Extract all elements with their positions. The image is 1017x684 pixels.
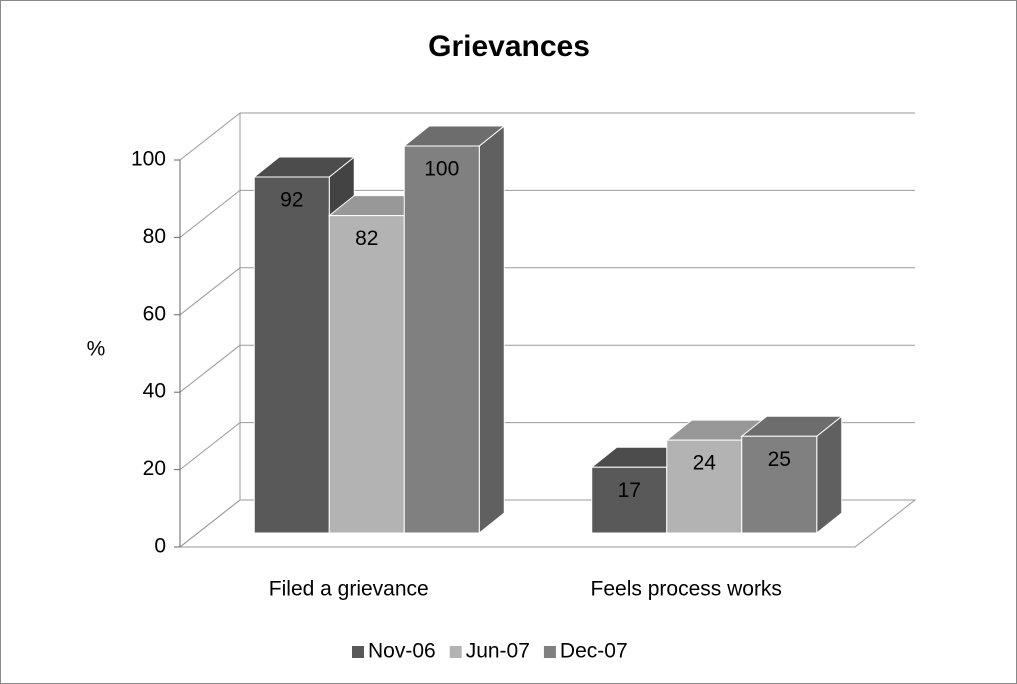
bar-front (328, 215, 405, 534)
legend-swatch (543, 646, 556, 658)
y-tick-label: 40 (143, 380, 166, 403)
grid-line (179, 267, 241, 316)
grid-line (179, 344, 241, 393)
data-label: 100 (424, 158, 459, 181)
data-label: 25 (768, 448, 791, 471)
data-label: 82 (355, 227, 378, 250)
y-tick-label: 0 (154, 535, 166, 558)
legend-label: Nov-06 (368, 640, 436, 663)
bar (740, 415, 844, 535)
grid-line (179, 499, 241, 548)
y-tick-label: 80 (143, 225, 166, 248)
bar-side (478, 124, 505, 535)
bar-front (403, 145, 480, 534)
x-tick-label: Feels process works (591, 578, 782, 601)
data-label: 92 (280, 189, 303, 212)
legend-label: Dec-07 (560, 640, 628, 663)
data-label: 17 (618, 479, 641, 502)
chart-title: Grievances (428, 30, 590, 63)
bar (402, 124, 506, 535)
legend-label: Jun-07 (466, 640, 530, 663)
y-tick-label: 100 (131, 148, 166, 171)
legend-swatch (449, 646, 462, 658)
legend-swatch (352, 646, 364, 658)
bar-front (253, 176, 330, 534)
grid-line (179, 422, 241, 470)
y-axis-label: % (87, 338, 106, 361)
grid-line (179, 112, 241, 161)
data-label: 24 (693, 452, 717, 475)
y-tick-label: 60 (143, 302, 166, 325)
y-tick-label: 20 (143, 457, 166, 480)
grid-line (179, 190, 241, 238)
x-tick-label: Filed a grievance (269, 578, 429, 601)
bar-front (741, 435, 818, 534)
